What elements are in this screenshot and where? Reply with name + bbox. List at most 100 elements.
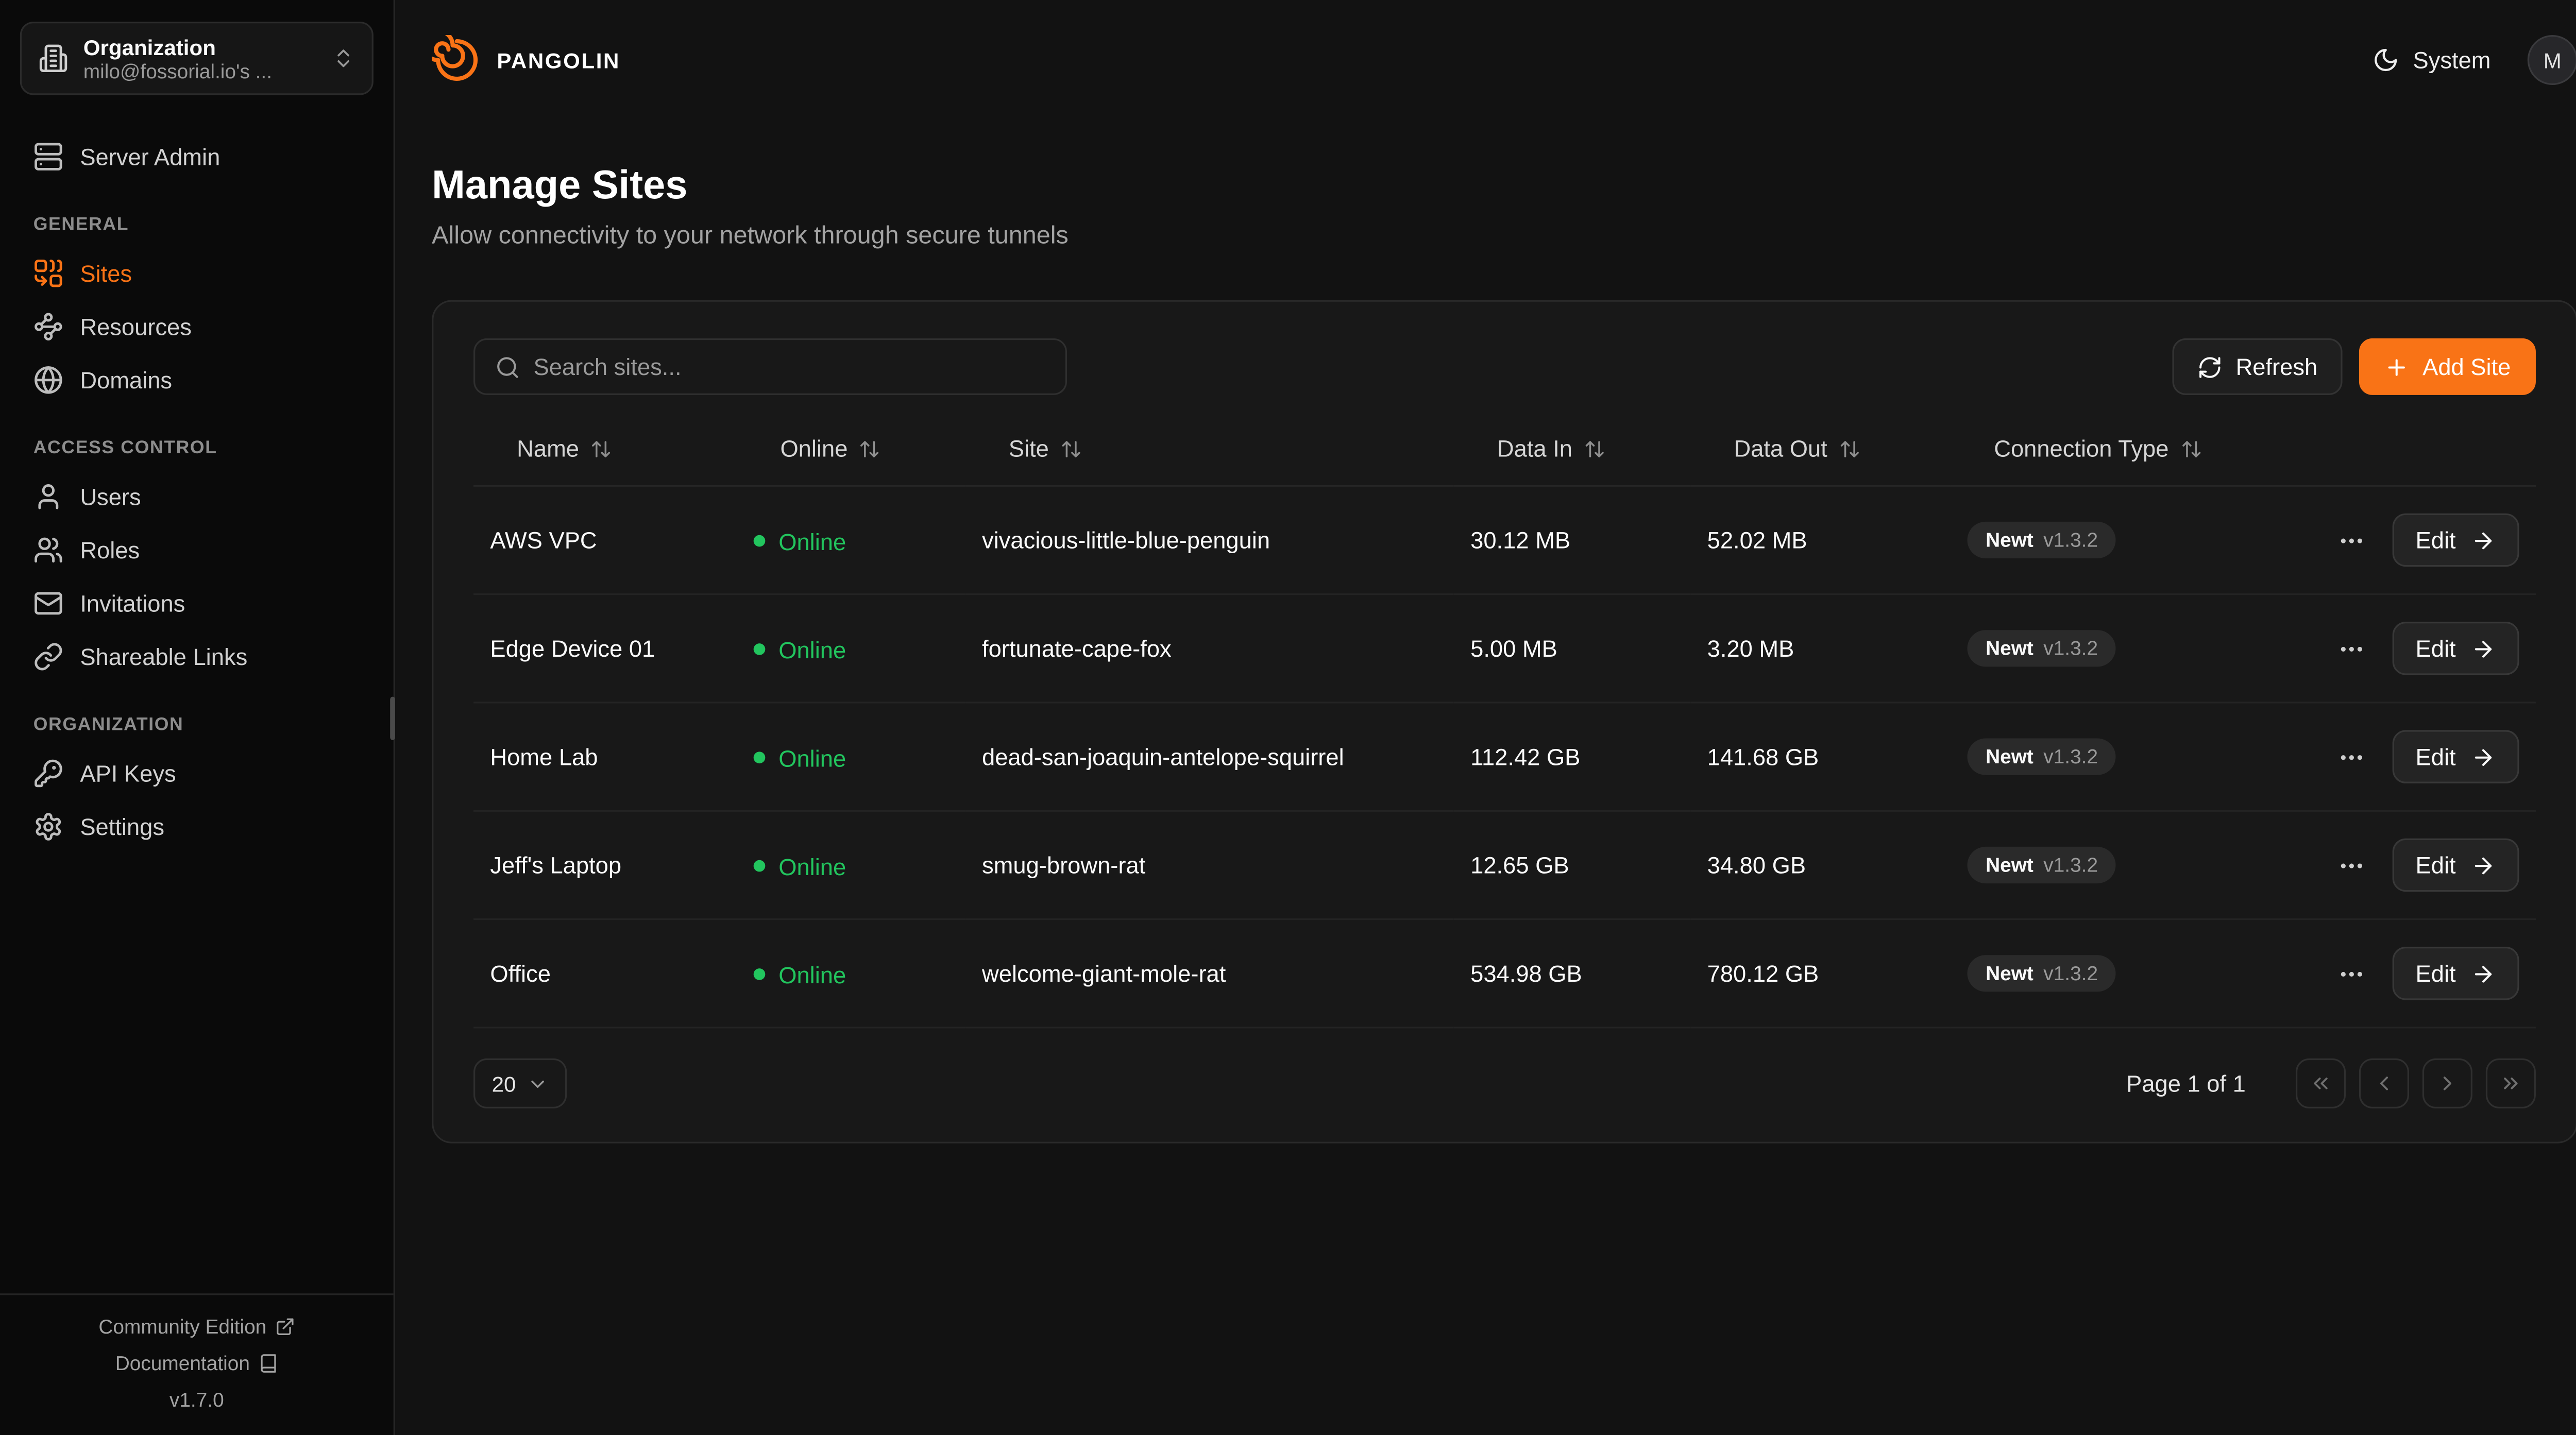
gear-icon [33, 812, 63, 842]
edit-button[interactable]: Edit [2392, 947, 2519, 1000]
sort-icon [859, 437, 881, 459]
sidebar-item-shareable-links[interactable]: Shareable Links [20, 631, 374, 681]
community-edition-link[interactable]: Community Edition [98, 1315, 295, 1339]
sidebar-item-label: API Keys [80, 760, 176, 787]
page-size-select[interactable]: 20 [473, 1058, 568, 1108]
cell-name: Office [473, 919, 737, 1029]
row-menu-button[interactable] [2334, 522, 2369, 557]
last-page-button[interactable] [2485, 1058, 2536, 1108]
cell-data-in: 112.42 GB [1453, 702, 1691, 812]
cell-data-in: 30.12 MB [1453, 486, 1691, 595]
toolbar-actions: Refresh Add Site [2172, 338, 2536, 395]
sidebar-item-invitations[interactable]: Invitations [20, 578, 374, 628]
sidebar-item-settings[interactable]: Settings [20, 802, 374, 852]
pagination: Page 1 of 1 [2126, 1058, 2536, 1108]
online-dot-icon [753, 968, 766, 981]
edit-label: Edit [2415, 743, 2456, 771]
refresh-label: Refresh [2235, 353, 2318, 380]
sidebar-resize-handle[interactable] [390, 696, 395, 740]
sidebar-item-api-keys[interactable]: API Keys [20, 748, 374, 798]
edit-button[interactable]: Edit [2392, 838, 2519, 892]
card-toolbar: Refresh Add Site [473, 338, 2536, 395]
column-label: Connection Type [1994, 435, 2169, 462]
row-menu-button[interactable] [2334, 848, 2369, 883]
connection-version: v1.3.2 [2043, 745, 2098, 768]
avatar[interactable]: M [2527, 35, 2576, 86]
connection-badge: Newt v1.3.2 [1967, 630, 2116, 667]
column-header-name[interactable]: Name [473, 425, 737, 487]
sidebar-item-label: Shareable Links [80, 643, 248, 670]
documentation-link[interactable]: Documentation [115, 1352, 278, 1375]
search-input[interactable] [533, 353, 1045, 380]
topbar-right: System M [2373, 35, 2576, 86]
key-icon [33, 758, 63, 788]
cell-data-in: 12.65 GB [1453, 811, 1691, 920]
org-picker-subtitle: milo@fossorial.io's ... [83, 59, 273, 83]
avatar-initial: M [2543, 47, 2562, 73]
sort-icon [2180, 437, 2202, 459]
sidebar-item-users[interactable]: Users [20, 472, 374, 522]
theme-toggle-button[interactable]: System [2373, 47, 2491, 73]
sites-icon [33, 259, 63, 288]
connection-name: Newt [1986, 528, 2033, 552]
org-picker[interactable]: Organization milo@fossorial.io's ... [20, 22, 374, 95]
online-dot-icon [753, 643, 766, 656]
sidebar-footer: Community Edition Documentation v1.7.0 [0, 1293, 394, 1435]
section-label-general: GENERAL [33, 215, 129, 235]
server-icon [33, 142, 63, 172]
sites-table-card: Refresh Add Site Name Online [432, 300, 2576, 1143]
column-header-connection-type[interactable]: Connection Type [1951, 425, 2334, 487]
table-row: Home Lab Online dead-san-joaquin-antelop… [473, 702, 2536, 812]
brand-name: PANGOLIN [497, 47, 620, 73]
sidebar-item-domains[interactable]: Domains [20, 355, 374, 405]
sidebar-item-label: Users [80, 483, 141, 510]
ellipsis-icon [2337, 634, 2365, 662]
edit-button[interactable]: Edit [2392, 622, 2519, 675]
resources-icon [33, 312, 63, 341]
sort-icon [591, 437, 613, 459]
cell-data-out: 141.68 GB [1690, 702, 1951, 812]
plus-icon [2384, 354, 2410, 380]
cell-online: Online [737, 594, 965, 704]
ellipsis-icon [2337, 526, 2365, 554]
globe-icon [33, 365, 63, 395]
online-label: Online [778, 853, 846, 880]
online-dot-icon [753, 860, 766, 873]
edit-button[interactable]: Edit [2392, 513, 2519, 567]
cell-connection-type: Newt v1.3.2 [1951, 702, 2334, 812]
column-header-data-in[interactable]: Data In [1453, 425, 1691, 487]
connection-badge: Newt v1.3.2 [1967, 738, 2116, 775]
arrow-right-icon [2471, 852, 2496, 878]
cell-data-out: 52.02 MB [1690, 486, 1951, 595]
edit-button[interactable]: Edit [2392, 730, 2519, 783]
refresh-button[interactable]: Refresh [2172, 338, 2343, 395]
sort-icon [1839, 437, 1860, 459]
column-header-site[interactable]: Site [965, 425, 1454, 487]
row-menu-button[interactable] [2334, 739, 2369, 774]
next-page-button[interactable] [2422, 1058, 2472, 1108]
add-site-button[interactable]: Add Site [2359, 338, 2536, 395]
page-title: Manage Sites [432, 163, 688, 209]
cell-actions: Edit [2334, 919, 2536, 1029]
sidebar-item-resources[interactable]: Resources [20, 302, 374, 352]
chevrons-up-down-icon [332, 47, 355, 70]
sidebar-item-sites[interactable]: Sites [20, 248, 374, 298]
row-menu-button[interactable] [2334, 956, 2369, 991]
sidebar-nav: Server Admin GENERAL Sites Resources Dom… [20, 132, 374, 1293]
column-header-online[interactable]: Online [737, 425, 965, 487]
connection-version: v1.3.2 [2043, 962, 2098, 985]
connection-name: Newt [1986, 745, 2033, 768]
cell-actions: Edit [2334, 594, 2536, 704]
cell-site: dead-san-joaquin-antelope-squirrel [965, 702, 1454, 812]
online-label: Online [778, 636, 846, 663]
cell-site: vivacious-little-blue-penguin [965, 486, 1454, 595]
column-header-data-out[interactable]: Data Out [1690, 425, 1951, 487]
add-site-label: Add Site [2422, 353, 2511, 380]
first-page-button[interactable] [2295, 1058, 2346, 1108]
column-label: Site [1008, 435, 1049, 462]
previous-page-button[interactable] [2359, 1058, 2410, 1108]
column-label: Data In [1497, 435, 1573, 462]
sidebar-item-server-admin[interactable]: Server Admin [20, 132, 374, 182]
sidebar-item-roles[interactable]: Roles [20, 525, 374, 575]
row-menu-button[interactable] [2334, 631, 2369, 666]
